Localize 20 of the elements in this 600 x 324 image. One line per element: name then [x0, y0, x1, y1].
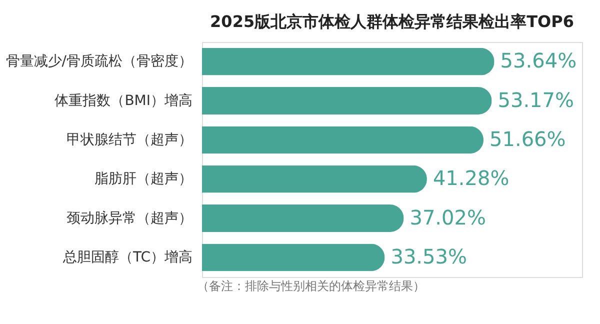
bar [202, 165, 427, 193]
data-label: 33.53% [390, 244, 467, 268]
bar [202, 48, 494, 76]
data-label: 51.66% [490, 126, 566, 151]
y-tick-label: 颈动脉异常（超声） [66, 210, 192, 226]
y-tick-label: 甲状腺结节（超声） [66, 132, 192, 148]
data-label: 53.17% [498, 88, 574, 112]
data-label: 53.64% [500, 48, 577, 73]
text: （备注：排除与性别相关的体检异常结果） [197, 279, 425, 293]
y-tick-label: 体重指数（BMI）增高 [54, 92, 192, 109]
bar [202, 87, 492, 114]
bar [202, 126, 484, 154]
y-tick-label: 总胆固醇（TC）增高 [62, 249, 192, 266]
bar [202, 244, 385, 272]
data-label: 37.02% [410, 205, 486, 230]
y-tick-label: 脂肪肝（超声） [94, 171, 192, 188]
chart-title: 2025版北京市体检人群体检异常结果检出率TOP6 [210, 12, 574, 31]
data-label: 41.28% [432, 166, 510, 190]
y-tick-label: 骨量减少/骨质疏松（骨密度） [6, 54, 192, 70]
bar [202, 204, 404, 232]
